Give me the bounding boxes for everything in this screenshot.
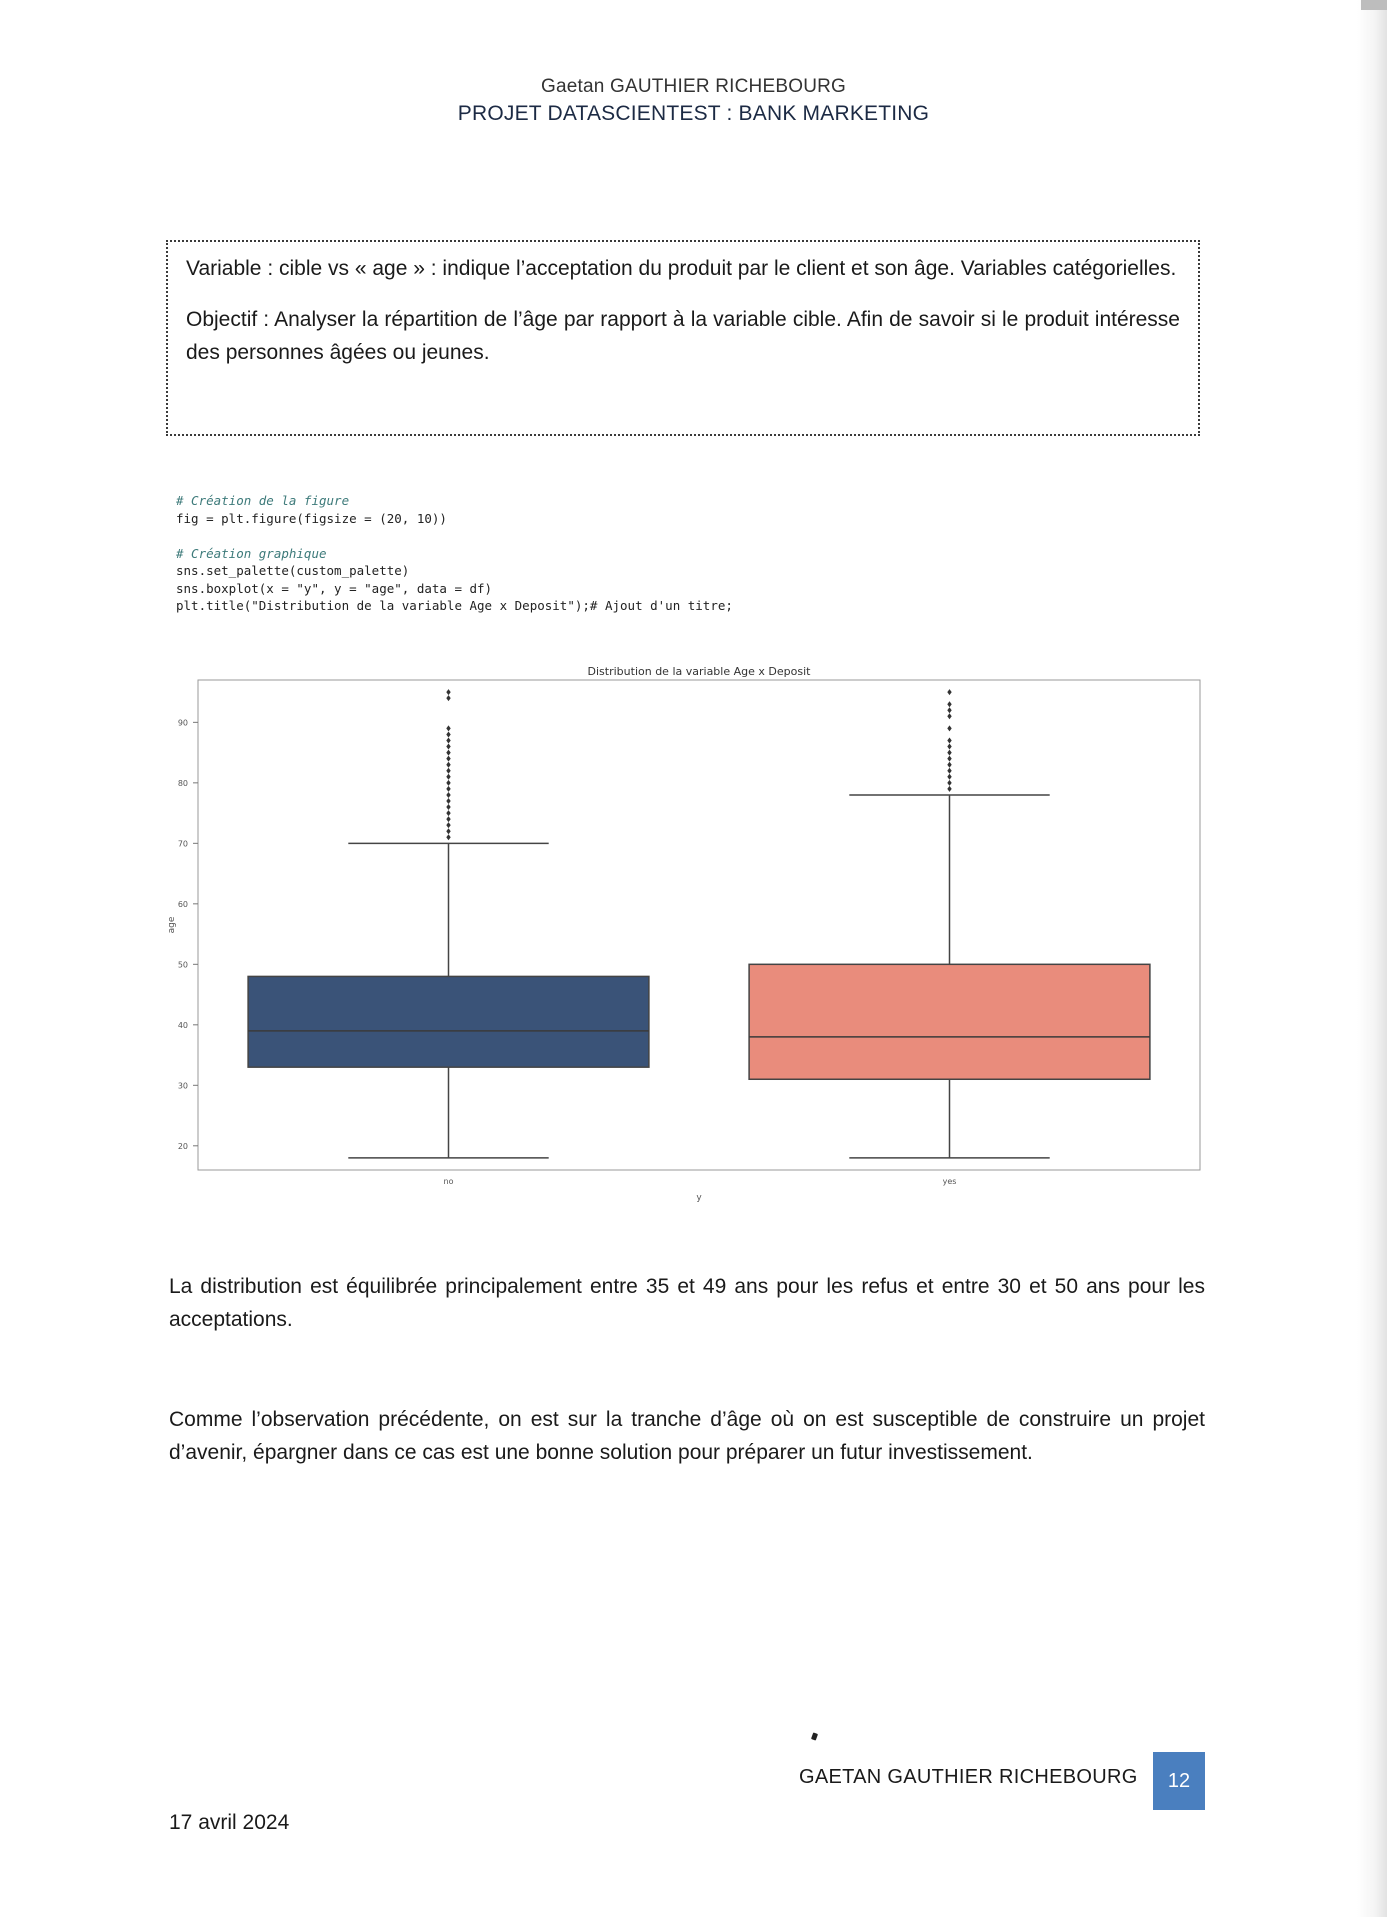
y-tick-label: 90 [178, 718, 188, 727]
code-line-palette: sns.set_palette(custom_palette) [176, 563, 410, 578]
variable-text: Variable : cible vs « age » : indique l’… [186, 257, 1177, 280]
outlier-point [446, 791, 451, 798]
code-comment-chart: # Création graphique [176, 545, 327, 561]
code-line-title: plt.title("Distribution de la variable A… [176, 598, 733, 613]
objectif-text: Objectif : Analyser la répartition de l’… [186, 308, 1180, 364]
plot-frame [197, 679, 1201, 1171]
variable-description-box: Variable : cible vs « age » : indique l’… [166, 240, 1200, 436]
outlier-point [947, 707, 952, 714]
y-axis-label: age [167, 916, 177, 933]
outlier-point [446, 695, 451, 702]
outlier-point [947, 725, 952, 732]
outlier-point [947, 773, 952, 780]
outlier-point [446, 785, 451, 792]
code-line-boxplot: sns.boxplot(x = "y", y = "age", data = d… [176, 580, 493, 596]
outlier-point [446, 755, 451, 762]
analysis-paragraph-2: Comme l’observation précédente, on est s… [169, 1408, 1205, 1464]
outlier-point [446, 822, 451, 829]
outlier-point [446, 737, 451, 744]
outlier-point [446, 773, 451, 780]
outlier-point [947, 779, 952, 786]
outlier-point [446, 689, 451, 696]
outlier-point [446, 743, 451, 750]
outlier-point [446, 834, 451, 841]
outlier-point [947, 737, 952, 744]
outlier-point [947, 743, 952, 750]
y-tick-label: 20 [178, 1142, 188, 1151]
page-number-badge: 12 [1153, 1752, 1205, 1810]
y-tick-label: 60 [178, 900, 188, 909]
y-tick-label: 70 [178, 839, 188, 848]
footer-date: 17 avril 2024 [169, 1811, 290, 1834]
chart-title: Distribution de la variable Age x Deposi… [588, 665, 812, 678]
outlier-point [947, 761, 952, 768]
x-tick-label: yes [943, 1177, 957, 1186]
boxplot-chart: Distribution de la variable Age x Deposi… [167, 665, 1201, 1203]
code-comment-figure: # Création de la figure [176, 493, 350, 508]
outlier-point [947, 785, 952, 792]
outlier-point [446, 761, 451, 768]
outlier-point [446, 731, 451, 738]
outlier-point [446, 804, 451, 811]
page-edge-shadow [1357, 0, 1387, 1917]
page-header: Gaetan GAUTHIER RICHEBOURG PROJET DATASC… [0, 76, 1387, 126]
outlier-point [947, 767, 952, 774]
outlier-point [446, 779, 451, 786]
header-author: Gaetan GAUTHIER RICHEBOURG [540, 76, 847, 97]
y-tick-label: 80 [178, 779, 188, 788]
outlier-point [446, 749, 451, 756]
outlier-point [446, 810, 451, 817]
code-block: # Création de la figure fig = plt.figure… [176, 492, 733, 615]
analysis-paragraph-1: La distribution est équilibrée principal… [169, 1275, 1205, 1331]
outlier-point [446, 797, 451, 804]
outlier-point [947, 701, 952, 708]
y-tick-label: 30 [178, 1081, 188, 1090]
x-tick-label: no [444, 1177, 454, 1186]
outlier-point [947, 755, 952, 762]
code-line-figure: fig = plt.figure(figsize = (20, 10)) [176, 510, 447, 526]
header-project-title: PROJET DATASCIENTEST : BANK MARKETING [457, 102, 930, 125]
outlier-point [947, 749, 952, 756]
outlier-point [446, 816, 451, 823]
box-yes [748, 963, 1151, 1081]
y-tick-label: 50 [178, 960, 188, 969]
outlier-point [446, 767, 451, 774]
box-no [247, 975, 650, 1068]
footer-author: GAETAN GAUTHIER RICHEBOURG [799, 1766, 1138, 1788]
outlier-point [947, 713, 952, 720]
outlier-point [446, 828, 451, 835]
outlier-point [446, 725, 451, 732]
x-axis-label: y [696, 1193, 702, 1203]
scan-speck [810, 1732, 819, 1741]
outlier-point [947, 689, 952, 696]
y-tick-label: 40 [178, 1021, 188, 1030]
page-edge-mark [1361, 0, 1387, 10]
